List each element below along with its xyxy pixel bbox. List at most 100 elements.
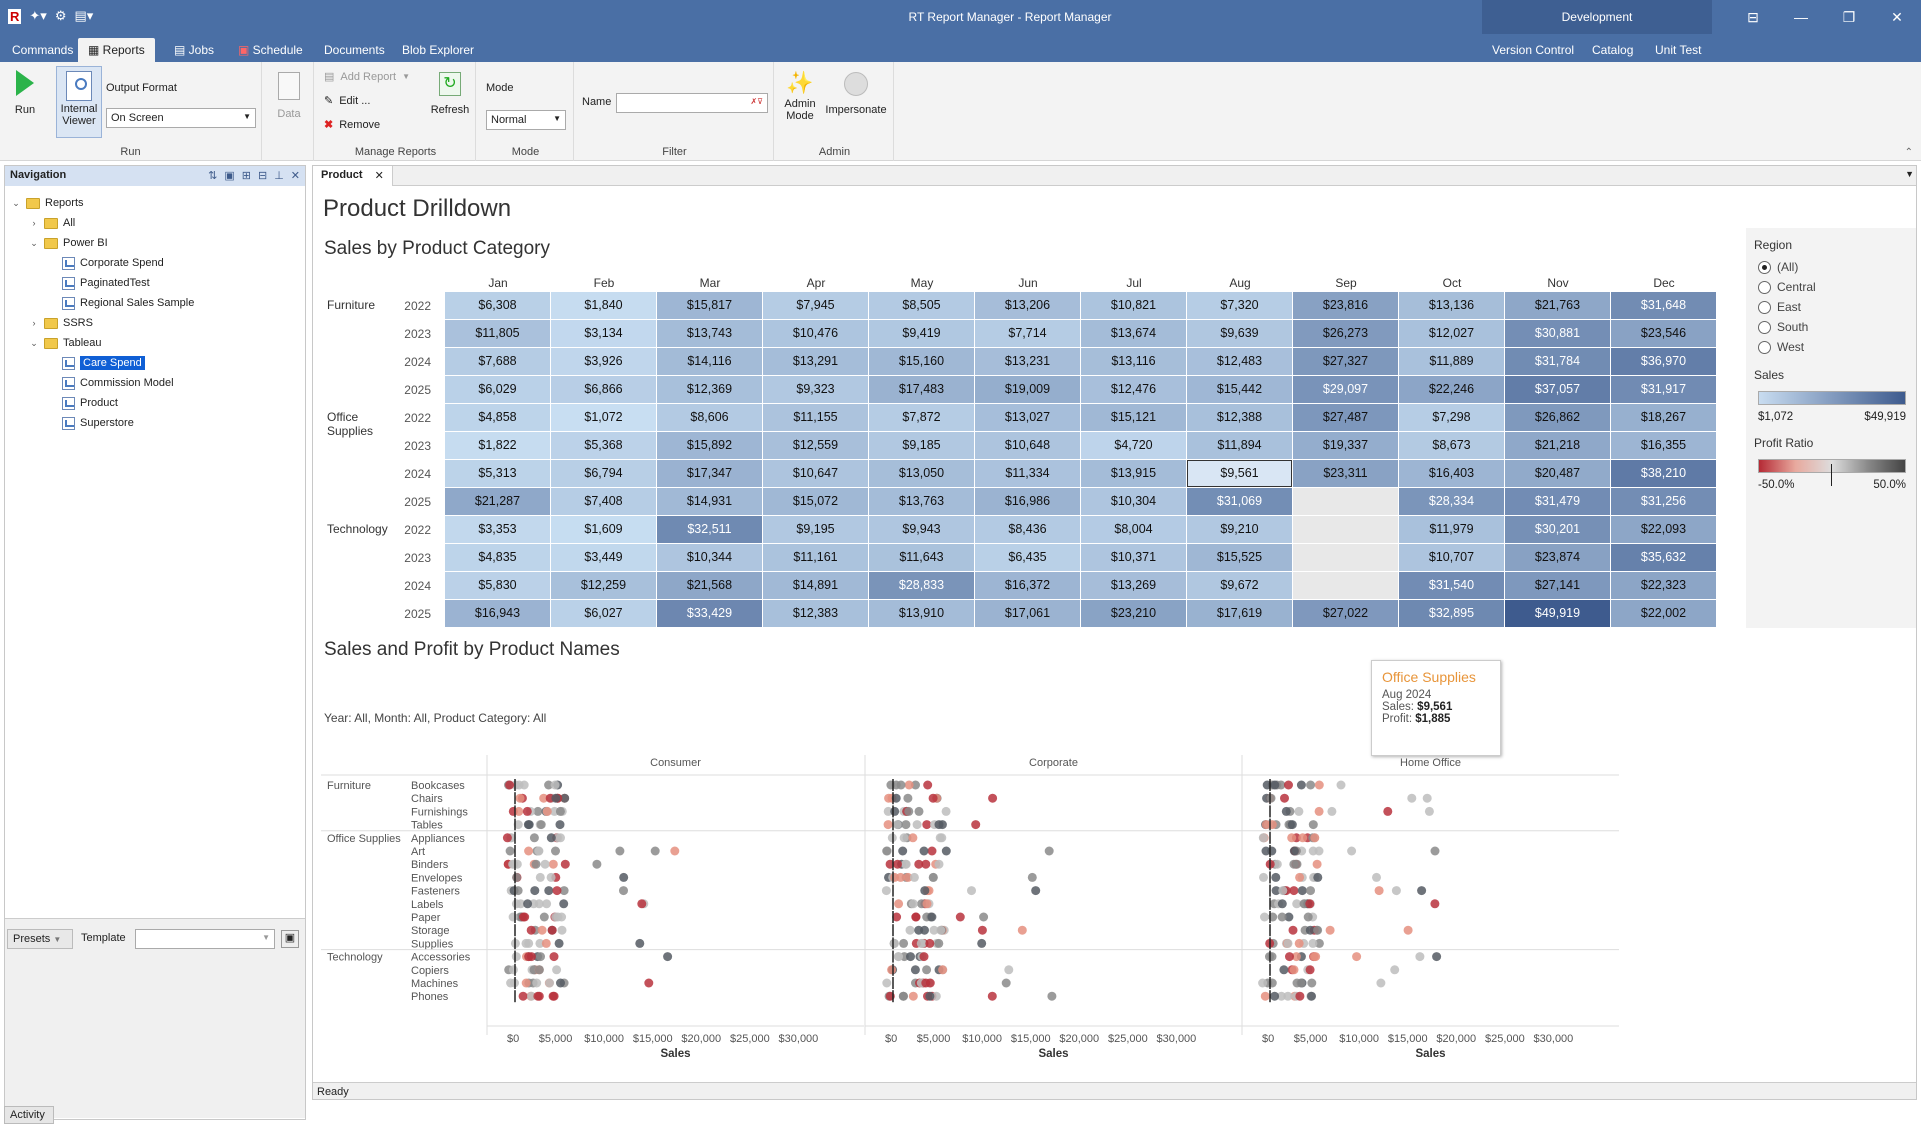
admin-mode-button[interactable]: ✨ Admin Mode — [780, 70, 820, 122]
heatmap-cell[interactable]: $22,002 — [1611, 600, 1716, 627]
document-tab[interactable]: Product ✕ — [313, 166, 393, 186]
heatmap-cell[interactable]: $6,027 — [551, 600, 656, 627]
heatmap-cell[interactable]: $6,435 — [975, 544, 1080, 571]
collapse-ribbon-icon[interactable]: ⌃ — [1904, 147, 1913, 158]
chevron-down-icon[interactable]: ⌄ — [30, 337, 38, 348]
heatmap-cell[interactable]: $10,647 — [763, 460, 868, 487]
heatmap-cell[interactable]: $16,403 — [1399, 460, 1504, 487]
tab-reports[interactable]: ▦ Reports — [78, 38, 155, 62]
heatmap-cell[interactable]: $21,763 — [1505, 292, 1610, 319]
dock-icon[interactable]: ⊟ — [1747, 8, 1759, 25]
heatmap-cell[interactable]: $11,979 — [1399, 516, 1504, 543]
heatmap-cell[interactable]: $9,561 — [1187, 460, 1292, 487]
heatmap-cell[interactable]: $6,029 — [445, 376, 550, 403]
heatmap-cell[interactable]: $4,720 — [1081, 432, 1186, 459]
tree-item[interactable]: PaginatedTest — [47, 274, 150, 292]
tree-item[interactable]: ⌄ Power BI — [29, 234, 107, 252]
heatmap-cell[interactable]: $12,027 — [1399, 320, 1504, 347]
heatmap-cell[interactable]: $23,816 — [1293, 292, 1398, 319]
heatmap-cell[interactable]: $31,256 — [1611, 488, 1716, 515]
tab-catalog[interactable]: Catalog — [1592, 43, 1634, 57]
layout-icon[interactable]: ▤▾ — [74, 8, 94, 23]
heatmap-cell[interactable]: $5,830 — [445, 572, 550, 599]
heatmap-cell[interactable]: $27,487 — [1293, 404, 1398, 431]
tree-item[interactable]: Commission Model — [47, 374, 174, 392]
heatmap-cell[interactable]: $3,926 — [551, 348, 656, 375]
heatmap-cell[interactable]: $13,910 — [869, 600, 974, 627]
heatmap-cell[interactable]: $4,858 — [445, 404, 550, 431]
radio-icon[interactable] — [1758, 340, 1771, 354]
heatmap-cell[interactable]: $16,943 — [445, 600, 550, 627]
heatmap-cell[interactable]: $15,442 — [1187, 376, 1292, 403]
heatmap-cell[interactable]: $22,323 — [1611, 572, 1716, 599]
heatmap-cell[interactable]: $9,210 — [1187, 516, 1292, 543]
region-option[interactable]: West — [1758, 340, 1804, 354]
heatmap-cell[interactable]: $3,449 — [551, 544, 656, 571]
heatmap-cell[interactable]: $1,822 — [445, 432, 550, 459]
heatmap-cell[interactable]: $8,004 — [1081, 516, 1186, 543]
heatmap-cell[interactable]: $27,022 — [1293, 600, 1398, 627]
heatmap-cell[interactable]: $21,568 — [657, 572, 762, 599]
heatmap-cell[interactable]: $26,862 — [1505, 404, 1610, 431]
close-icon[interactable]: ✕ — [374, 170, 384, 182]
heatmap-cell[interactable]: $35,632 — [1611, 544, 1716, 571]
heatmap-cell[interactable]: $19,337 — [1293, 432, 1398, 459]
heatmap-cell[interactable]: $11,161 — [763, 544, 868, 571]
heatmap-cell[interactable]: $15,121 — [1081, 404, 1186, 431]
heatmap-cell[interactable]: $7,872 — [869, 404, 974, 431]
tab-version-control[interactable]: Version Control — [1492, 43, 1575, 57]
heatmap-cell[interactable]: $9,943 — [869, 516, 974, 543]
heatmap-cell[interactable]: $14,931 — [657, 488, 762, 515]
heatmap-cell[interactable]: $10,707 — [1399, 544, 1504, 571]
tree-item[interactable]: Superstore — [47, 414, 134, 432]
heatmap-cell[interactable]: $15,892 — [657, 432, 762, 459]
chevron-right-icon[interactable]: › — [32, 218, 36, 228]
heatmap-cell[interactable]: $31,917 — [1611, 376, 1716, 403]
add-report-button[interactable]: ▤ Add Report ▼ — [324, 70, 410, 84]
heatmap-cell[interactable] — [1293, 572, 1398, 599]
heatmap-cell[interactable]: $13,231 — [975, 348, 1080, 375]
heatmap-cell[interactable]: $6,794 — [551, 460, 656, 487]
heatmap-cell[interactable]: $16,355 — [1611, 432, 1716, 459]
heatmap-cell[interactable]: $7,945 — [763, 292, 868, 319]
heatmap-cell[interactable]: $1,072 — [551, 404, 656, 431]
region-option[interactable]: South — [1758, 320, 1808, 334]
heatmap-cell[interactable]: $23,546 — [1611, 320, 1716, 347]
template-select[interactable]: ▼ — [135, 929, 275, 949]
save-template-icon[interactable]: ▣ — [281, 930, 299, 948]
heatmap-cell[interactable]: $27,327 — [1293, 348, 1398, 375]
heatmap-cell[interactable]: $13,763 — [869, 488, 974, 515]
heatmap-cell[interactable]: $28,334 — [1399, 488, 1504, 515]
heatmap-cell[interactable]: $37,057 — [1505, 376, 1610, 403]
output-format-select[interactable]: On Screen ▼ — [106, 108, 256, 128]
heatmap-cell[interactable]: $10,821 — [1081, 292, 1186, 319]
tab-schedule[interactable]: ▣ Schedule — [228, 38, 313, 62]
radio-icon[interactable] — [1758, 260, 1771, 274]
heatmap-cell[interactable]: $7,688 — [445, 348, 550, 375]
heatmap-cell[interactable] — [1293, 544, 1398, 571]
radio-icon[interactable] — [1758, 320, 1771, 334]
heatmap-cell[interactable]: $11,894 — [1187, 432, 1292, 459]
save-icon[interactable]: ▣ — [224, 170, 235, 182]
heatmap-cell[interactable]: $23,311 — [1293, 460, 1398, 487]
impersonate-button[interactable]: Impersonate — [822, 72, 890, 116]
heatmap-cell[interactable]: $16,986 — [975, 488, 1080, 515]
heatmap-cell[interactable]: $9,185 — [869, 432, 974, 459]
heatmap-cell[interactable]: $13,743 — [657, 320, 762, 347]
heatmap-cell[interactable]: $6,866 — [551, 376, 656, 403]
heatmap-cell[interactable]: $9,195 — [763, 516, 868, 543]
heatmap-cell[interactable]: $26,273 — [1293, 320, 1398, 347]
heatmap-cell[interactable]: $12,388 — [1187, 404, 1292, 431]
heatmap-cell[interactable]: $32,511 — [657, 516, 762, 543]
heatmap-cell[interactable]: $7,408 — [551, 488, 656, 515]
heatmap-cell[interactable]: $11,155 — [763, 404, 868, 431]
heatmap-cell[interactable] — [1293, 488, 1398, 515]
tab-jobs[interactable]: ▤ Jobs — [164, 38, 224, 62]
mode-select[interactable]: Normal ▼ — [486, 110, 566, 130]
heatmap-cell[interactable]: $13,674 — [1081, 320, 1186, 347]
heatmap-cell[interactable]: $31,540 — [1399, 572, 1504, 599]
close-button[interactable]: ✕ — [1891, 8, 1903, 25]
heatmap-cell[interactable]: $31,069 — [1187, 488, 1292, 515]
heatmap-cell[interactable]: $33,429 — [657, 600, 762, 627]
tree-item[interactable]: › SSRS — [29, 314, 93, 332]
